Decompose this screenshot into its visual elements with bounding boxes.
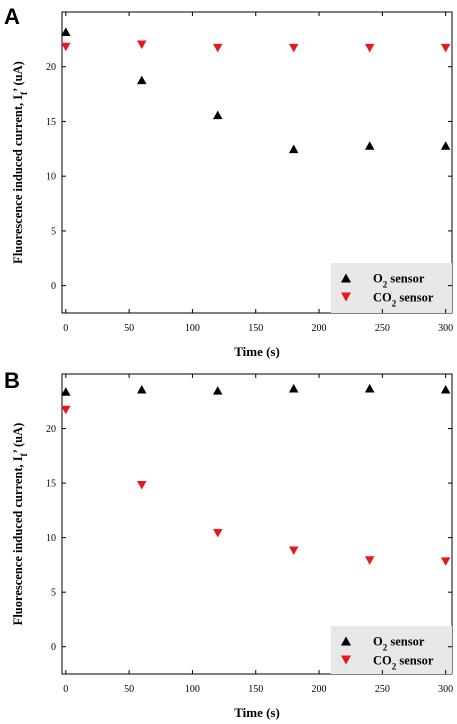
legend-box bbox=[331, 626, 452, 674]
x-tick-label: 250 bbox=[375, 684, 390, 695]
x-tick-label: 150 bbox=[248, 684, 263, 695]
legend-label-tail: sensor bbox=[396, 654, 434, 668]
legend-label-tail: sensor bbox=[387, 635, 425, 649]
chart-panel-b: B 0 50 100 150 200 250 300 0 5 10 15 20 Time (s) Fluor… bbox=[4, 368, 453, 720]
legend-marker bbox=[341, 273, 351, 283]
plot-frame bbox=[61, 373, 453, 675]
y-tick-label: 15 bbox=[46, 117, 56, 128]
data-point bbox=[212, 110, 223, 120]
legend-label-tail: sensor bbox=[396, 291, 434, 305]
x-tick-label: 100 bbox=[185, 323, 200, 334]
data-point bbox=[364, 43, 375, 53]
legend-label-name: O bbox=[373, 272, 383, 286]
y-tick-label: 20 bbox=[46, 62, 56, 73]
legend-label-subscript: 2 bbox=[383, 643, 388, 653]
series-o2 bbox=[61, 27, 451, 154]
plot-frame bbox=[61, 11, 453, 314]
y-tick-label: 20 bbox=[46, 424, 56, 435]
legend-marker bbox=[341, 655, 351, 665]
data-point bbox=[212, 528, 223, 538]
y-axis-title-unit: ’ (uA) bbox=[11, 423, 25, 454]
data-point bbox=[61, 405, 71, 415]
y-axis-title-subscript: f bbox=[19, 452, 29, 456]
x-tick-label: 50 bbox=[124, 323, 134, 334]
panel-letter: B bbox=[4, 368, 20, 393]
x-tick-label: 0 bbox=[63, 684, 68, 695]
series-co2 bbox=[61, 40, 451, 53]
y-axis-title: Fluorescence induced current, If’ (uA) bbox=[11, 61, 29, 264]
legend-label-subscript: 2 bbox=[392, 662, 397, 672]
data-point bbox=[440, 43, 451, 53]
y-tick-label: 10 bbox=[46, 533, 56, 544]
data-point bbox=[440, 557, 451, 566]
x-tick-label: 300 bbox=[438, 323, 453, 334]
y-tick-label: 10 bbox=[46, 172, 56, 183]
data-point bbox=[288, 546, 299, 556]
legend-label-subscript: 2 bbox=[392, 299, 397, 309]
x-tick-label: 50 bbox=[124, 684, 134, 695]
legend-marker bbox=[341, 292, 351, 302]
legend-label-name: CO bbox=[373, 654, 392, 668]
legend-label-subscript: 2 bbox=[383, 280, 388, 290]
data-point bbox=[137, 384, 147, 394]
data-point bbox=[440, 384, 451, 394]
data-point bbox=[137, 75, 147, 85]
y-axis-title-subscript: f bbox=[19, 91, 29, 95]
data-point bbox=[137, 480, 147, 490]
y-axis-title-main: Fluorescence induced current, I bbox=[11, 95, 25, 264]
x-axis-title: Time (s) bbox=[234, 705, 280, 720]
data-point bbox=[61, 42, 71, 52]
data-point bbox=[61, 387, 71, 396]
x-tick-label: 150 bbox=[248, 323, 263, 334]
y-tick-label: 0 bbox=[51, 281, 56, 292]
y-tick-label: 15 bbox=[46, 479, 56, 490]
x-tick-label: 0 bbox=[63, 323, 68, 334]
data-point bbox=[212, 386, 223, 395]
series-co2 bbox=[61, 405, 451, 566]
legend-marker bbox=[341, 636, 351, 646]
data-point bbox=[61, 27, 71, 36]
x-axis-title: Time (s) bbox=[234, 344, 280, 359]
data-point bbox=[288, 43, 299, 53]
x-tick-label: 200 bbox=[312, 323, 327, 334]
data-point bbox=[440, 141, 451, 150]
series-o2 bbox=[61, 383, 451, 396]
data-point bbox=[364, 383, 375, 393]
legend-label-name: CO bbox=[373, 291, 392, 305]
legend-label-tail: sensor bbox=[387, 272, 425, 286]
x-tick-label: 200 bbox=[312, 684, 327, 695]
x-tick-label: 100 bbox=[185, 684, 200, 695]
chart-panel-a: A 0 50 100 150 200 250 300 0 5 10 15 20 Time (s) Fluor… bbox=[4, 4, 453, 359]
data-point bbox=[288, 144, 299, 154]
legend-label: CO2 sensor bbox=[373, 291, 434, 309]
data-point bbox=[137, 40, 147, 50]
y-tick-label: 0 bbox=[51, 642, 56, 653]
legend-label: O2 sensor bbox=[373, 635, 425, 653]
legend-label: CO2 sensor bbox=[373, 654, 434, 672]
x-tick-label: 250 bbox=[375, 323, 390, 334]
data-point bbox=[364, 556, 375, 565]
data-point bbox=[212, 43, 223, 53]
legend-box bbox=[331, 263, 452, 313]
x-tick-label: 300 bbox=[438, 684, 453, 695]
y-axis-title: Fluorescence induced current, If’ (uA) bbox=[11, 423, 29, 626]
legend-label-name: O bbox=[373, 635, 383, 649]
data-point bbox=[364, 141, 375, 150]
y-tick-label: 5 bbox=[51, 588, 56, 599]
panel-letter: A bbox=[4, 4, 20, 29]
y-axis-title-unit: ’ (uA) bbox=[11, 61, 25, 92]
legend-label: O2 sensor bbox=[373, 272, 425, 290]
y-tick-label: 5 bbox=[51, 226, 56, 237]
y-axis-title-main: Fluorescence induced current, I bbox=[11, 456, 25, 625]
data-point bbox=[288, 383, 299, 393]
